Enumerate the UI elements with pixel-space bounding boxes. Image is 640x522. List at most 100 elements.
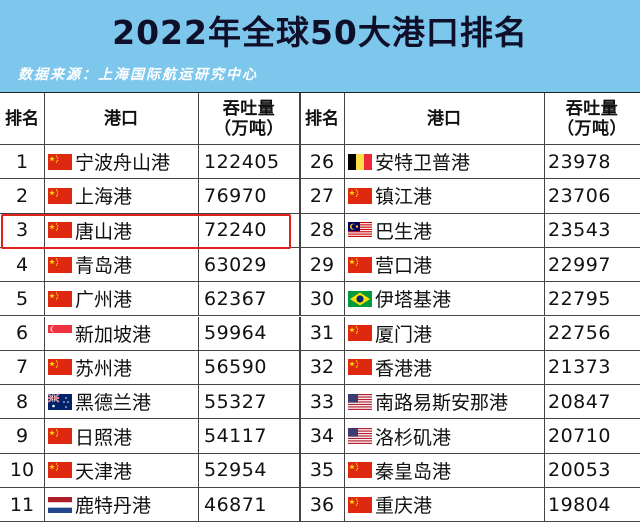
port-name: 安特卫普港 [375,152,471,175]
port-cell: 镇江港 [344,179,544,212]
rank-cell: 30 [309,287,335,310]
flag-au-icon [48,393,72,410]
port-name: 南路易斯安那港 [375,392,509,415]
header-rank-right: 排名 [305,108,339,129]
rank-cell: 9 [15,425,29,448]
port-name: 青岛港 [75,255,133,278]
port-name: 厦门港 [375,323,433,346]
throughput-cell: 20710 [548,425,611,448]
header-rank-left: 排名 [5,108,39,129]
flag-cn-icon [48,153,72,170]
throughput-cell: 19804 [548,493,611,516]
highlight-box [1,213,291,249]
port-name: 香港港 [375,357,433,380]
port-name: 黑德兰港 [75,392,152,415]
header-throughput-unit: （万吨） [557,118,627,139]
flag-nl-icon [48,496,72,513]
throughput-cell: 23543 [548,219,611,242]
rank-cell: 33 [309,390,335,413]
rank-cell: 8 [15,390,29,413]
throughput-cell: 23706 [548,184,611,207]
table-row: 9 日照港 54117 34 洛杉矶港 20710 [0,419,640,454]
header-port-left: 港口 [104,108,138,129]
throughput-cell: 22997 [548,253,611,276]
header-banner: 2022年全球50大港口排名 数据来源：上海国际航运研究中心 [0,0,640,92]
port-name: 鹿特丹港 [75,495,152,518]
port-name: 重庆港 [375,495,433,518]
table-row: 1 宁波舟山港 122405 26 安特卫普港 23978 [0,145,640,180]
throughput-cell: 59964 [204,322,267,345]
throughput-cell: 54117 [204,425,267,448]
flag-cn-icon [348,187,372,204]
port-cell: 天津港 [44,454,198,487]
rank-cell: 31 [309,322,335,345]
throughput-cell: 21373 [548,356,611,379]
port-name: 伊塔基港 [375,289,452,312]
throughput-cell: 20847 [548,390,611,413]
port-cell: 巴生港 [344,214,544,247]
table-row: 11 鹿特丹港 46871 36 重庆港 19804 [0,488,640,522]
flag-cn-icon [348,325,372,342]
port-name: 营口港 [375,255,433,278]
header-throughput-unit: （万吨） [214,118,284,139]
header-throughput-right: 吞吐量 （万吨） [544,93,640,144]
throughput-cell: 23978 [548,150,611,173]
rank-cell: 10 [9,459,35,482]
port-name: 洛杉矶港 [375,426,452,449]
port-name: 广州港 [75,289,133,312]
throughput-cell: 76970 [204,184,267,207]
rank-cell: 11 [9,493,35,516]
header-port-right: 港口 [427,108,461,129]
flag-cn-icon [48,256,72,273]
flag-cn-icon [48,359,72,376]
flag-cn-icon [348,462,372,479]
page-title: 2022年全球50大港口排名 [112,13,528,52]
table-row: 4 青岛港 63029 29 营口港 22997 [0,247,640,283]
header-throughput-left: 吞吐量 （万吨） [198,93,300,144]
port-cell: 上海港 [44,179,198,212]
rank-cell: 32 [309,356,335,379]
flag-cn-icon [348,496,372,513]
throughput-cell: 56590 [204,356,267,379]
port-cell: 香港港 [344,351,544,384]
throughput-cell: 20053 [548,459,611,482]
port-cell: 南路易斯安那港 [344,385,544,418]
throughput-cell: 46871 [204,493,267,516]
table-row: 8 黑德兰港 55327 33 南路易斯安那港 20847 [0,385,640,420]
rank-cell: 3 [15,219,29,242]
port-cell: 安特卫普港 [344,145,544,178]
port-cell: 唐山港 [44,214,198,247]
port-name: 苏州港 [75,357,133,380]
throughput-cell: 22795 [548,287,611,310]
rank-cell: 28 [309,219,335,242]
rank-cell: 7 [15,356,29,379]
header-throughput-label: 吞吐量 [222,98,276,119]
rank-cell: 34 [309,425,335,448]
port-cell: 秦皇岛港 [344,454,544,487]
flag-sg-icon [48,325,72,342]
port-name: 秦皇岛港 [375,460,452,483]
port-cell: 伊塔基港 [344,282,544,315]
rank-cell: 6 [15,322,29,345]
throughput-cell: 63029 [204,253,267,276]
flag-cn-icon [48,462,72,479]
throughput-cell: 72240 [204,219,267,242]
table-row: 6 新加坡港 59964 31 厦门港 22756 [0,316,640,351]
port-name: 上海港 [75,186,133,209]
port-name: 宁波舟山港 [75,152,171,175]
rank-cell: 27 [309,184,335,207]
port-name: 日照港 [75,426,133,449]
rank-cell: 1 [15,150,29,173]
port-cell: 苏州港 [44,351,198,384]
table-header-row: 排名 港口 吞吐量 （万吨） 排名 港口 吞吐量 （万吨） [0,93,640,145]
rank-cell: 26 [309,150,335,173]
port-cell: 黑德兰港 [44,385,198,418]
port-cell: 日照港 [44,419,198,452]
port-cell: 新加坡港 [44,317,198,350]
flag-cn-icon [48,290,72,307]
port-cell: 厦门港 [344,317,544,350]
throughput-cell: 55327 [204,390,267,413]
port-cell: 洛杉矶港 [344,419,544,452]
flag-cn-icon [48,222,72,239]
data-source: 数据来源：上海国际航运研究中心 [18,67,258,83]
